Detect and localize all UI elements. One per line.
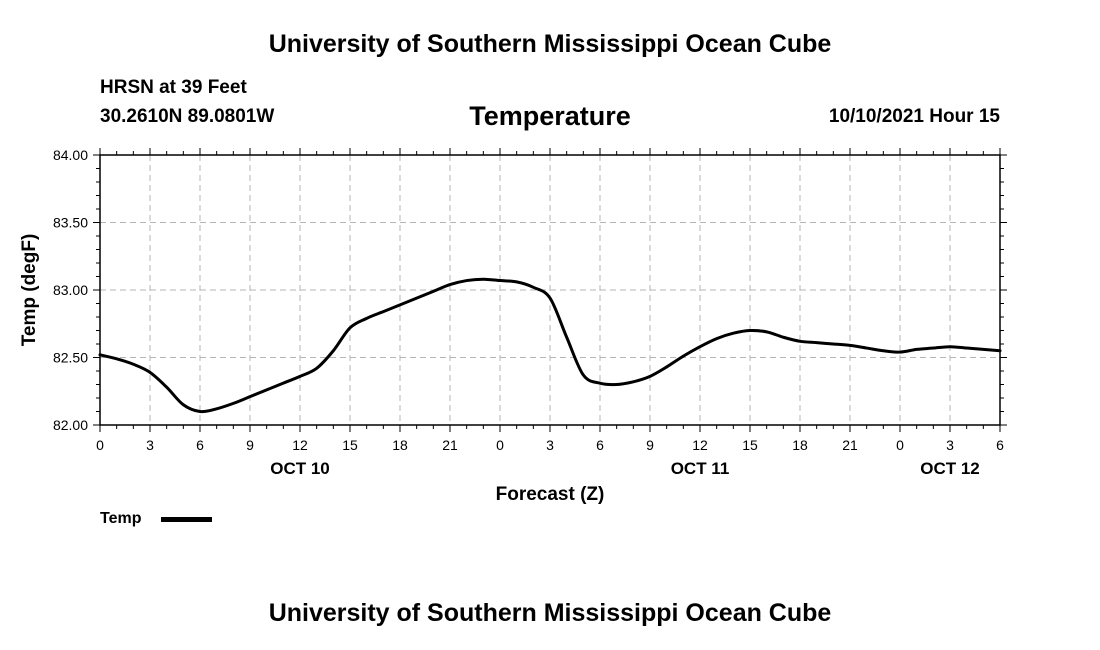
x-tick-label: 12 — [692, 437, 708, 453]
legend-swatch — [161, 517, 212, 522]
x-tick-label: 21 — [842, 437, 858, 453]
x-tick-label: 12 — [292, 437, 308, 453]
x-tick-label: 18 — [792, 437, 808, 453]
date-label: OCT 10 — [270, 459, 330, 478]
legend-label: Temp — [100, 510, 142, 527]
x-axis-label: Forecast (Z) — [496, 484, 605, 505]
date-label: OCT 11 — [671, 459, 730, 478]
variable-title: Temperature — [469, 101, 631, 131]
x-tick-label: 21 — [442, 437, 458, 453]
forecast-datetime: 10/10/2021 Hour 15 — [828, 106, 1000, 127]
x-tick-label: 9 — [646, 437, 654, 453]
chart-bottom-title: University of Southern Mississippi Ocean… — [268, 599, 832, 627]
station-coordinates: 30.2610N 89.0801W — [100, 106, 275, 127]
x-tick-label: 3 — [946, 437, 954, 453]
date-label: OCT 12 — [920, 459, 980, 478]
y-tick-label: 83.00 — [53, 282, 88, 298]
x-tick-label: 15 — [742, 437, 758, 453]
station-label: HRSN at 39 Feet — [100, 77, 247, 98]
chart-top-title: University of Southern Mississippi Ocean… — [268, 30, 832, 58]
x-tick-label: 0 — [96, 437, 104, 453]
y-tick-label: 84.00 — [53, 147, 88, 163]
y-tick-label: 83.50 — [53, 215, 88, 231]
x-tick-label: 6 — [196, 437, 204, 453]
x-tick-label: 3 — [146, 437, 154, 453]
x-tick-label: 18 — [392, 437, 408, 453]
x-tick-label: 3 — [546, 437, 554, 453]
x-tick-label: 0 — [896, 437, 904, 453]
x-tick-label: 6 — [596, 437, 604, 453]
y-tick-label: 82.00 — [53, 417, 88, 433]
x-tick-label: 0 — [496, 437, 504, 453]
temp-series-line — [98, 277, 1002, 414]
x-tick-label: 15 — [342, 437, 358, 453]
y-axis-label: Temp (degF) — [19, 234, 40, 347]
x-tick-label: 9 — [246, 437, 254, 453]
y-tick-label: 82.50 — [53, 350, 88, 366]
x-tick-label: 6 — [996, 437, 1004, 453]
